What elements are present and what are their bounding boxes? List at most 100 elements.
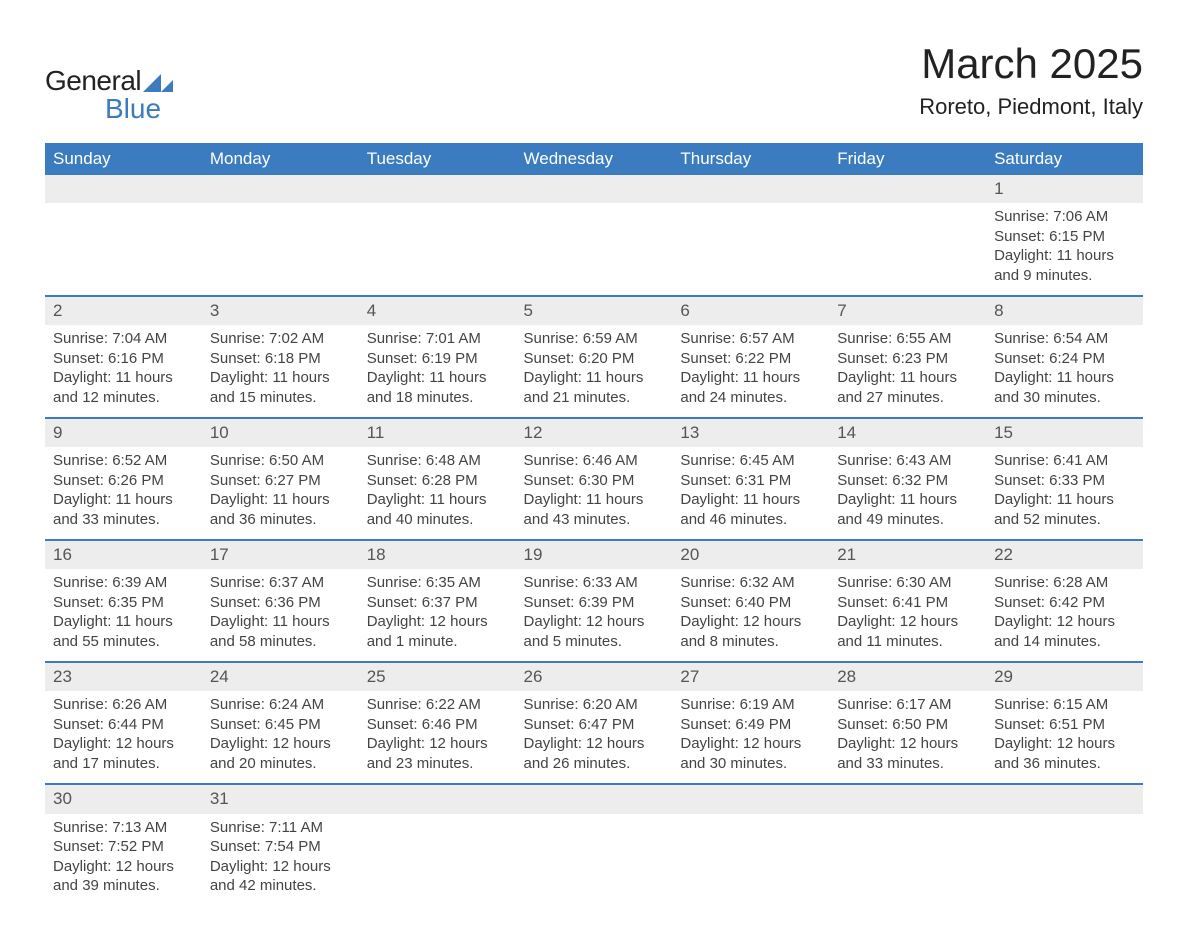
day-number-cell	[516, 784, 673, 813]
daylight-text-1: Daylight: 12 hours	[53, 857, 194, 877]
page-header: General Blue March 2025 Roreto, Piedmont…	[45, 40, 1143, 125]
sunrise-text: Sunrise: 6:30 AM	[837, 573, 978, 593]
weekday-header: Friday	[829, 143, 986, 175]
weekday-header: Thursday	[672, 143, 829, 175]
day-detail-cell: Sunrise: 6:52 AMSunset: 6:26 PMDaylight:…	[45, 447, 202, 540]
day-detail-row: Sunrise: 6:39 AMSunset: 6:35 PMDaylight:…	[45, 569, 1143, 662]
sunrise-text: Sunrise: 6:17 AM	[837, 695, 978, 715]
day-number-row: 1	[45, 175, 1143, 203]
sunrise-text: Sunrise: 6:57 AM	[680, 329, 821, 349]
day-detail-cell	[359, 814, 516, 906]
day-number-cell: 17	[202, 540, 359, 569]
sunrise-text: Sunrise: 6:55 AM	[837, 329, 978, 349]
day-detail-row: Sunrise: 7:04 AMSunset: 6:16 PMDaylight:…	[45, 325, 1143, 418]
sunset-text: Sunset: 6:23 PM	[837, 349, 978, 369]
day-number-cell: 6	[672, 296, 829, 325]
sunset-text: Sunset: 6:33 PM	[994, 471, 1135, 491]
day-detail-cell	[672, 203, 829, 296]
sunrise-text: Sunrise: 6:22 AM	[367, 695, 508, 715]
day-number-cell: 19	[516, 540, 673, 569]
day-number-cell	[829, 784, 986, 813]
day-number-cell: 24	[202, 662, 359, 691]
calendar-body: 1Sunrise: 7:06 AMSunset: 6:15 PMDaylight…	[45, 175, 1143, 906]
day-number-cell: 12	[516, 418, 673, 447]
sunset-text: Sunset: 6:15 PM	[994, 227, 1135, 247]
day-number-cell: 16	[45, 540, 202, 569]
sunrise-text: Sunrise: 6:54 AM	[994, 329, 1135, 349]
day-number-cell: 14	[829, 418, 986, 447]
sunrise-text: Sunrise: 7:06 AM	[994, 207, 1135, 227]
day-detail-cell: Sunrise: 6:32 AMSunset: 6:40 PMDaylight:…	[672, 569, 829, 662]
daylight-text-1: Daylight: 11 hours	[994, 246, 1135, 266]
sunset-text: Sunset: 6:42 PM	[994, 593, 1135, 613]
brand-name-2: Blue	[105, 93, 161, 125]
sunset-text: Sunset: 7:52 PM	[53, 837, 194, 857]
day-number-cell: 26	[516, 662, 673, 691]
day-detail-cell	[202, 203, 359, 296]
day-number-cell	[516, 175, 673, 203]
daylight-text-2: and 20 minutes.	[210, 754, 351, 774]
day-detail-cell: Sunrise: 6:33 AMSunset: 6:39 PMDaylight:…	[516, 569, 673, 662]
daylight-text-2: and 23 minutes.	[367, 754, 508, 774]
daylight-text-1: Daylight: 12 hours	[524, 612, 665, 632]
sunrise-text: Sunrise: 6:39 AM	[53, 573, 194, 593]
day-detail-cell: Sunrise: 7:06 AMSunset: 6:15 PMDaylight:…	[986, 203, 1143, 296]
day-detail-cell: Sunrise: 6:46 AMSunset: 6:30 PMDaylight:…	[516, 447, 673, 540]
sunset-text: Sunset: 6:28 PM	[367, 471, 508, 491]
sunset-text: Sunset: 6:44 PM	[53, 715, 194, 735]
day-detail-cell: Sunrise: 6:55 AMSunset: 6:23 PMDaylight:…	[829, 325, 986, 418]
day-detail-cell: Sunrise: 7:04 AMSunset: 6:16 PMDaylight:…	[45, 325, 202, 418]
sunset-text: Sunset: 6:27 PM	[210, 471, 351, 491]
sunrise-text: Sunrise: 6:33 AM	[524, 573, 665, 593]
day-detail-row: Sunrise: 7:06 AMSunset: 6:15 PMDaylight:…	[45, 203, 1143, 296]
sunset-text: Sunset: 6:26 PM	[53, 471, 194, 491]
location-subtitle: Roreto, Piedmont, Italy	[919, 94, 1143, 120]
sunset-text: Sunset: 6:30 PM	[524, 471, 665, 491]
sunrise-text: Sunrise: 6:48 AM	[367, 451, 508, 471]
daylight-text-1: Daylight: 12 hours	[524, 734, 665, 754]
sunrise-text: Sunrise: 6:26 AM	[53, 695, 194, 715]
daylight-text-1: Daylight: 11 hours	[680, 490, 821, 510]
sunrise-text: Sunrise: 6:50 AM	[210, 451, 351, 471]
weekday-header: Tuesday	[359, 143, 516, 175]
daylight-text-1: Daylight: 11 hours	[367, 368, 508, 388]
day-detail-cell: Sunrise: 7:13 AMSunset: 7:52 PMDaylight:…	[45, 814, 202, 906]
sunset-text: Sunset: 6:22 PM	[680, 349, 821, 369]
day-detail-cell: Sunrise: 6:26 AMSunset: 6:44 PMDaylight:…	[45, 691, 202, 784]
daylight-text-1: Daylight: 11 hours	[837, 368, 978, 388]
day-detail-cell: Sunrise: 6:48 AMSunset: 6:28 PMDaylight:…	[359, 447, 516, 540]
day-detail-cell	[829, 814, 986, 906]
sunset-text: Sunset: 6:46 PM	[367, 715, 508, 735]
sunrise-text: Sunrise: 7:13 AM	[53, 818, 194, 838]
day-number-row: 16171819202122	[45, 540, 1143, 569]
day-detail-cell	[516, 814, 673, 906]
sunset-text: Sunset: 6:35 PM	[53, 593, 194, 613]
sunrise-text: Sunrise: 7:04 AM	[53, 329, 194, 349]
daylight-text-1: Daylight: 11 hours	[53, 612, 194, 632]
sunset-text: Sunset: 6:47 PM	[524, 715, 665, 735]
day-detail-cell: Sunrise: 6:15 AMSunset: 6:51 PMDaylight:…	[986, 691, 1143, 784]
daylight-text-1: Daylight: 11 hours	[524, 490, 665, 510]
day-number-cell: 25	[359, 662, 516, 691]
day-number-cell: 21	[829, 540, 986, 569]
sunrise-text: Sunrise: 6:43 AM	[837, 451, 978, 471]
day-number-row: 9101112131415	[45, 418, 1143, 447]
daylight-text-2: and 42 minutes.	[210, 876, 351, 896]
sunrise-text: Sunrise: 6:37 AM	[210, 573, 351, 593]
day-detail-cell: Sunrise: 6:37 AMSunset: 6:36 PMDaylight:…	[202, 569, 359, 662]
sunrise-text: Sunrise: 6:15 AM	[994, 695, 1135, 715]
brand-triangle-icon	[143, 74, 173, 97]
daylight-text-1: Daylight: 12 hours	[994, 734, 1135, 754]
sunset-text: Sunset: 6:18 PM	[210, 349, 351, 369]
sunset-text: Sunset: 6:20 PM	[524, 349, 665, 369]
daylight-text-1: Daylight: 12 hours	[837, 612, 978, 632]
daylight-text-2: and 49 minutes.	[837, 510, 978, 530]
daylight-text-1: Daylight: 11 hours	[837, 490, 978, 510]
day-number-cell: 7	[829, 296, 986, 325]
day-detail-cell: Sunrise: 7:11 AMSunset: 7:54 PMDaylight:…	[202, 814, 359, 906]
day-number-cell: 13	[672, 418, 829, 447]
day-number-cell: 31	[202, 784, 359, 813]
daylight-text-2: and 36 minutes.	[994, 754, 1135, 774]
daylight-text-2: and 1 minute.	[367, 632, 508, 652]
day-number-cell: 4	[359, 296, 516, 325]
